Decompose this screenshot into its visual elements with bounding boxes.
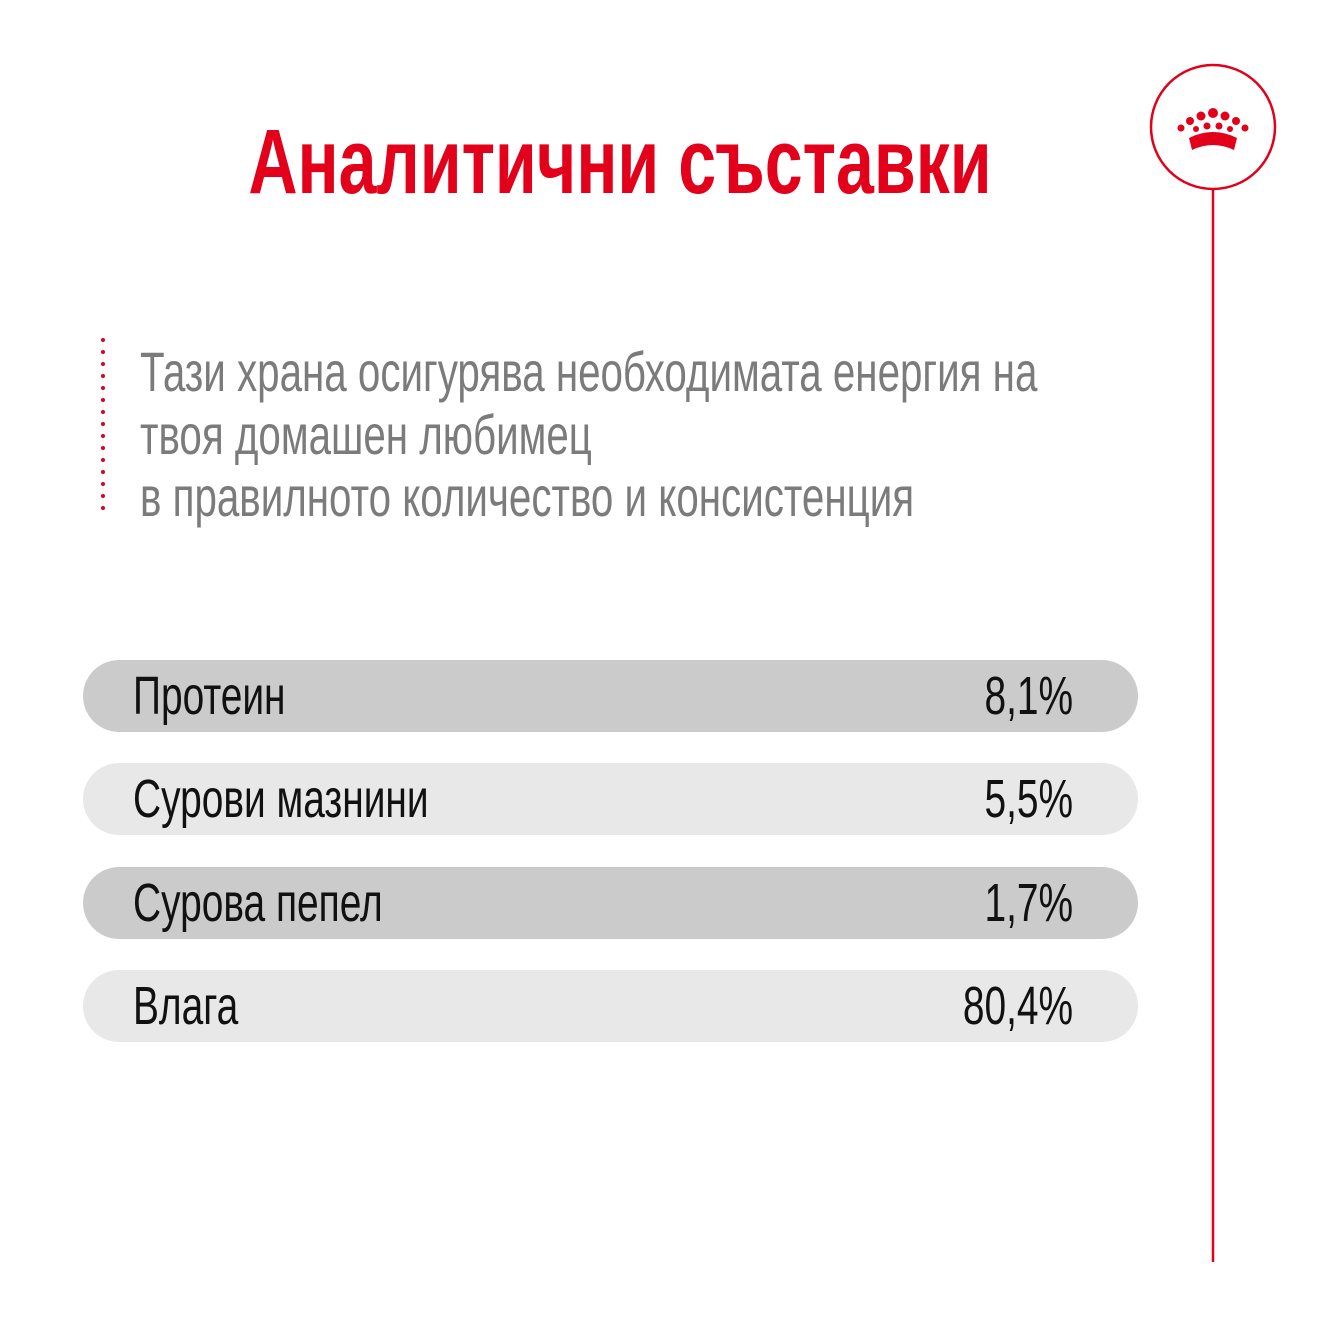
description-line: в правилното количество и консистенция	[140, 465, 915, 528]
row-label: Сурова пепел	[133, 873, 383, 933]
row-label: Протеин	[133, 666, 286, 726]
logo-crown	[1177, 108, 1249, 150]
description-line: Тази храна осигурява необходимата енерги…	[140, 340, 1038, 403]
row-value: 80,4%	[962, 976, 1073, 1036]
row-value: 8,1%	[984, 666, 1073, 726]
table-row: Влага 80,4%	[83, 970, 1138, 1042]
table-row: Протеин 8,1%	[83, 660, 1138, 732]
table-row: Сурова пепел 1,7%	[83, 867, 1138, 939]
title: Аналитични съставки	[248, 111, 992, 213]
row-value: 5,5%	[984, 769, 1073, 829]
table-row: Сурови мазнини 5,5%	[83, 763, 1138, 835]
row-label: Сурови мазнини	[133, 769, 429, 829]
description-line: твоя домашен любимец	[140, 403, 592, 466]
row-label: Влага	[133, 976, 239, 1036]
logo-ring	[1149, 63, 1277, 191]
row-value: 1,7%	[984, 873, 1073, 933]
